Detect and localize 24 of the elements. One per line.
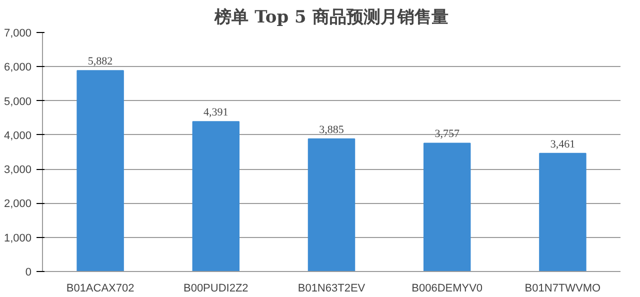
y-tick-label: 6,000 — [4, 62, 32, 74]
x-tick-label: B01N7TWVMO — [524, 282, 602, 294]
y-tick-label: 4,000 — [4, 130, 32, 142]
data-label: 4,391 — [204, 106, 228, 119]
data-label: 3,757 — [434, 128, 460, 140]
bar — [76, 70, 124, 272]
y-tick-label: 5,000 — [4, 96, 32, 108]
data-label: 3,885 — [319, 124, 344, 136]
bar — [539, 152, 586, 272]
y-tick-label: 2,000 — [4, 198, 32, 210]
y-tick-label: 0 — [25, 266, 32, 278]
y-tick-label: 7,000 — [4, 28, 32, 40]
x-tick-label: B00PUDI2Z2 — [183, 282, 248, 294]
data-label: 5,882 — [88, 56, 113, 68]
x-tick-label: B01ACAX702 — [66, 282, 134, 294]
data-label: 3,461 — [550, 138, 576, 150]
bar — [308, 138, 356, 272]
x-tick-label: B006DEMYV0 — [412, 282, 483, 294]
chart-title: 榜单 Top 5 商品预测月销售量 — [214, 8, 448, 28]
bar — [192, 121, 240, 272]
bar — [423, 142, 471, 272]
x-tick-label: B01N63T2EV — [298, 282, 366, 294]
y-tick-label: 3,000 — [4, 164, 32, 176]
y-tick-label: 1,000 — [4, 232, 32, 244]
